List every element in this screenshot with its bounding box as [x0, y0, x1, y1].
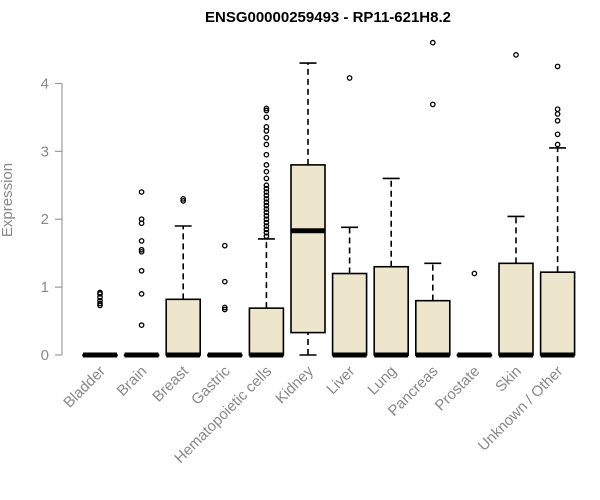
outlier-point [138, 291, 145, 297]
outlier-point [263, 223, 270, 229]
outlier-point [471, 270, 478, 277]
x-tick-label: Skin [492, 363, 525, 396]
box-prostate [456, 270, 493, 358]
outlier-point [429, 39, 436, 46]
outlier-point [513, 52, 519, 58]
box-breast [165, 195, 201, 358]
box-gastric [207, 242, 243, 358]
outlier-point [263, 206, 270, 212]
outlier-point [138, 248, 145, 255]
box-body [414, 299, 451, 356]
y-tick-label: 0 [41, 347, 49, 364]
outlier-point [263, 219, 270, 226]
outlier-point [263, 229, 270, 236]
outlier-point [263, 192, 270, 199]
outlier-point [263, 233, 270, 240]
outlier-point [554, 111, 561, 117]
box-body [290, 164, 326, 334]
x-tick-label: Bladder [60, 363, 109, 412]
outlier-point [97, 297, 103, 304]
y-tick-label: 3 [41, 143, 49, 160]
outlier-point [263, 107, 270, 114]
outlier-point [263, 226, 270, 233]
box-body [373, 265, 410, 356]
box-brain [123, 189, 160, 358]
outlier-point [138, 267, 145, 274]
x-tick-label: Brain [114, 363, 151, 400]
y-axis: 0 1 2 3 4 [41, 75, 63, 364]
box-skin [498, 52, 534, 358]
outlier-point [180, 198, 187, 204]
outlier-point [263, 175, 270, 182]
outlier-point [263, 114, 270, 121]
outlier-point [554, 141, 561, 148]
y-tick-label: 2 [41, 211, 49, 228]
outlier-point [138, 189, 145, 195]
box-body [331, 272, 368, 356]
outlier-point [97, 289, 103, 296]
box-body [165, 298, 201, 356]
x-tick-label: Breast [149, 362, 192, 405]
outlier-point [138, 216, 145, 223]
outlier-point [554, 117, 561, 124]
outlier-point [263, 216, 270, 223]
outlier-point [429, 101, 436, 108]
x-tick-label: Lung [364, 363, 400, 399]
outlier-point [346, 75, 353, 81]
outlier-point [554, 131, 561, 138]
outlier-point [221, 242, 228, 249]
outlier-point [554, 63, 561, 70]
outlier-point [263, 209, 270, 216]
x-tick-label: Liver [323, 363, 358, 398]
outlier-point [263, 195, 270, 202]
y-tick-label: 1 [41, 279, 49, 296]
outlier-point [263, 182, 270, 189]
plot-area [82, 39, 576, 358]
outlier-point [263, 168, 270, 175]
y-tick-label: 4 [41, 75, 49, 92]
box-body [498, 262, 534, 356]
box-body [248, 307, 285, 356]
box-unknown-other [539, 63, 576, 358]
chart-title: ENSG00000259493 - RP11-621H8.2 [205, 9, 451, 26]
outlier-point [263, 212, 270, 219]
outlier-point [263, 124, 270, 130]
outlier-point [263, 162, 270, 168]
box-bladder [82, 289, 118, 358]
box-pancreas [414, 39, 451, 358]
x-tick-label: Prostate [432, 363, 484, 415]
outlier-point [263, 189, 270, 195]
outlier-point [554, 106, 561, 113]
x-tick-label: Kidney [272, 362, 317, 407]
outlier-point [138, 322, 145, 328]
box-lung [373, 177, 410, 358]
outlier-point [263, 151, 270, 158]
y-axis-label: Expression [0, 163, 16, 237]
box-hematopoietic-cells [248, 105, 285, 358]
box-body [539, 271, 576, 356]
outlier-point [263, 199, 270, 206]
box-kidney [290, 62, 326, 356]
outlier-point [138, 238, 145, 244]
outlier-point [221, 306, 228, 313]
outlier-point [263, 185, 270, 192]
outlier-point [263, 105, 270, 112]
outlier-point [263, 134, 270, 141]
outlier-point [97, 300, 103, 307]
outlier-point [138, 246, 145, 253]
outlier-point [263, 202, 270, 209]
box-liver [331, 75, 368, 358]
outlier-point [263, 141, 270, 148]
outlier-point [180, 195, 187, 202]
outlier-point [221, 304, 228, 311]
outlier-point [221, 278, 228, 285]
